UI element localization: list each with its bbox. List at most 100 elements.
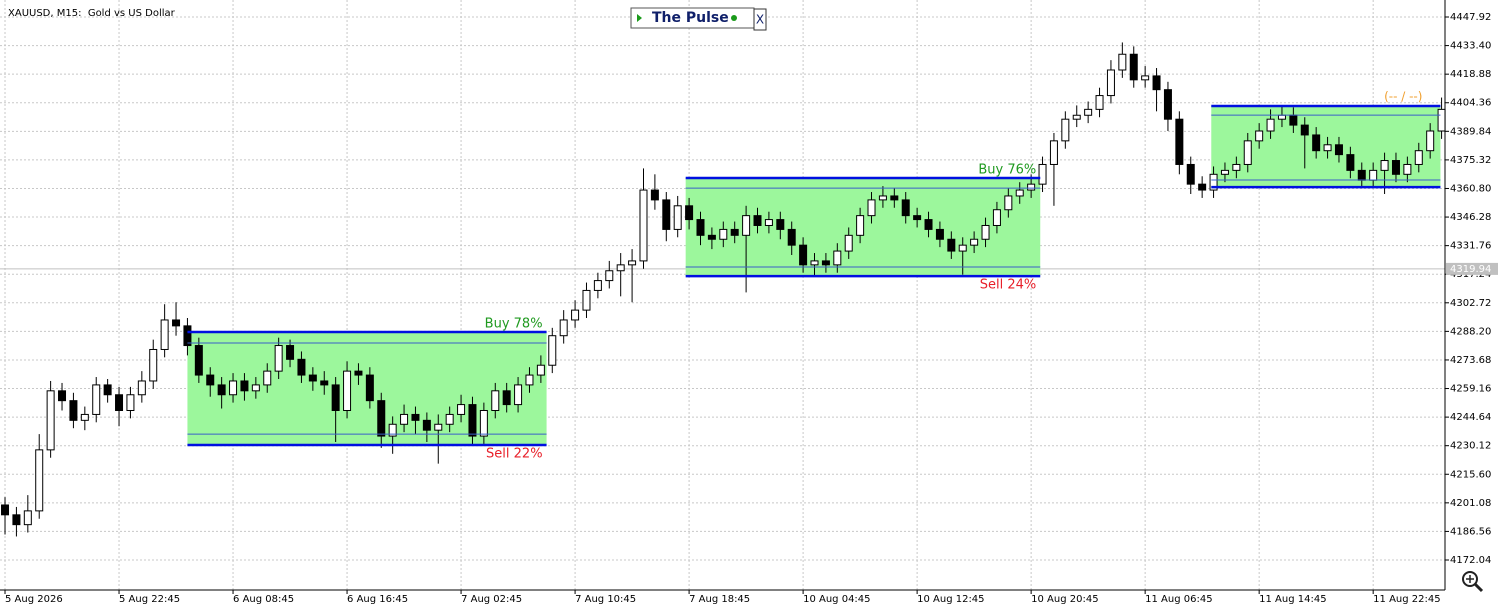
candle-body [149, 348, 158, 382]
y-tick-label: 4273.68 [1450, 355, 1491, 366]
candle-body [502, 390, 511, 406]
candle-body [1061, 118, 1070, 142]
candle-body [58, 390, 67, 402]
widget-dot [731, 15, 737, 21]
x-tick-label: 7 Aug 18:45 [689, 594, 750, 605]
widget-close-label[interactable]: X [756, 13, 764, 27]
y-tick-label: 4418.88 [1450, 69, 1491, 80]
last-price-box [1446, 262, 1498, 275]
x-tick-label: 11 Aug 06:45 [1145, 594, 1212, 605]
candle-body [970, 238, 979, 246]
candle-body [1186, 163, 1195, 185]
candle-body [753, 215, 762, 226]
candle-body [217, 384, 226, 396]
candle-body [1380, 160, 1389, 171]
zoom-handle [1473, 582, 1484, 593]
chart-title: XAUUSD, M15: Gold vs US Dollar [8, 8, 176, 19]
candle-body [685, 205, 694, 221]
candle-body [229, 380, 238, 396]
candle-body [582, 289, 591, 311]
widget-title: The Pulse [652, 10, 729, 26]
y-tick-label: 4201.08 [1450, 498, 1491, 509]
widget-close[interactable] [753, 8, 767, 31]
candle-body [320, 380, 329, 386]
candle-body [1300, 124, 1309, 136]
candle-body [308, 374, 317, 382]
zone-note: (-- / --) [1384, 90, 1422, 104]
y-tick-label: 4331.76 [1450, 241, 1491, 252]
candle-body [1357, 169, 1366, 181]
x-tick-label: 11 Aug 14:45 [1259, 594, 1326, 605]
y-tick-label: 4288.20 [1450, 326, 1491, 337]
x-tick-label: 7 Aug 02:45 [461, 594, 522, 605]
y-tick-label: 4360.80 [1450, 183, 1491, 194]
candle-body [913, 215, 922, 221]
candle-body [1209, 173, 1218, 191]
candle-body [80, 413, 89, 421]
candle-body [764, 219, 773, 226]
candle-body [46, 390, 55, 451]
candle-body [525, 374, 534, 386]
candle-body [183, 325, 192, 347]
candle-body [69, 400, 78, 421]
candle-body [1346, 154, 1355, 171]
candle-body [1118, 53, 1127, 71]
candle-body [559, 319, 568, 337]
candle-body [947, 238, 956, 252]
zoom-icon[interactable] [1462, 571, 1484, 593]
candle-body [730, 228, 739, 236]
zoom-lens[interactable] [1462, 571, 1478, 587]
candle-body [1289, 114, 1298, 126]
candle-body [457, 404, 466, 415]
candle-body [354, 370, 363, 376]
candle-body [1106, 69, 1115, 97]
candle-body [1369, 169, 1378, 181]
candle-body [1312, 134, 1321, 152]
x-tick-label: 6 Aug 16:45 [347, 594, 408, 605]
candle-body [958, 244, 967, 252]
candle-body [844, 234, 853, 252]
candle-body [12, 514, 21, 526]
candle-body [479, 409, 488, 437]
candle-body [274, 345, 283, 372]
x-tick-label: 5 Aug 2026 [5, 594, 63, 605]
candle-body [491, 390, 500, 411]
candle-body [286, 345, 295, 360]
candle-body [172, 319, 181, 327]
candle-body [263, 370, 272, 386]
candle-body [1015, 189, 1024, 197]
candle-body [639, 189, 648, 262]
x-tick-label: 10 Aug 04:45 [803, 594, 870, 605]
candle-body [593, 280, 602, 291]
candle-body [1403, 163, 1412, 175]
y-tick-label: 4259.16 [1450, 384, 1491, 395]
candle-body [1220, 169, 1229, 175]
candle-body [867, 199, 876, 217]
candle-body [251, 384, 260, 392]
x-tick-label: 10 Aug 12:45 [917, 594, 984, 605]
pulse-widget[interactable]: The Pulse X [630, 7, 767, 31]
x-tick-label: 6 Aug 08:45 [233, 594, 294, 605]
candle-body [206, 374, 215, 386]
widget-arrow [637, 14, 642, 22]
candle-body [388, 423, 397, 437]
sell-label: Sell 24% [980, 278, 1037, 293]
candle-body [628, 260, 637, 266]
candle-body [833, 250, 842, 266]
y-tick-label: 4244.64 [1450, 412, 1491, 423]
y-tick-label: 4447.92 [1450, 12, 1491, 23]
candle-body [240, 380, 249, 392]
candle-body [650, 189, 659, 201]
candle-body [1232, 163, 1241, 171]
candle-body [776, 219, 785, 230]
candle-body [1243, 140, 1252, 165]
candle-body [935, 228, 944, 240]
candle-body [411, 413, 420, 421]
candle-body [1038, 163, 1047, 185]
candle-body [194, 345, 203, 376]
candle-body [1141, 75, 1150, 81]
candle-body [673, 205, 682, 230]
candle-body [1334, 144, 1343, 156]
